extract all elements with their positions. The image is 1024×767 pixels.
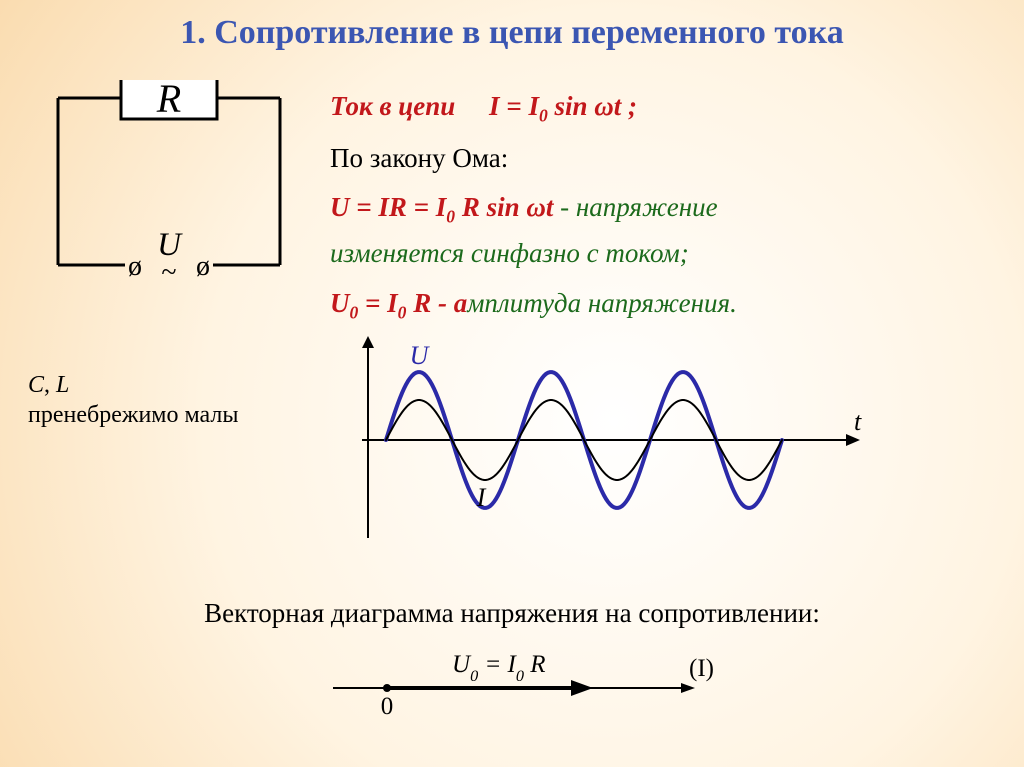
svg-text:t: t xyxy=(854,407,862,436)
l2: По закону Ома: xyxy=(330,143,508,173)
svg-text:U0 = I0 R: U0 = I0 R xyxy=(452,651,546,685)
page-title: 1. Сопротивление в цепи переменного тока xyxy=(0,14,1024,52)
l4: изменяется синфазно с током; xyxy=(330,238,689,268)
cl-note: C, L пренебрежимо малы xyxy=(28,370,238,430)
formula-block: Ток в цепи I = I0 sin ωt ; По закону Ома… xyxy=(330,86,970,328)
formula-line3: U = IR = I0 R sin ωt - напряжение xyxy=(330,187,970,231)
l1-tail: sin ωt ; xyxy=(548,91,637,121)
l5b: = I xyxy=(358,288,397,318)
l1-right: I = I xyxy=(489,91,539,121)
note-c: C xyxy=(28,372,44,398)
svg-text:~: ~ xyxy=(161,257,176,288)
svg-text:ø: ø xyxy=(128,251,142,282)
l1-sub: 0 xyxy=(539,105,548,125)
formula-line1: Ток в цепи I = I0 sin ωt ; xyxy=(330,86,970,130)
sine-graph: t U I xyxy=(340,330,870,555)
l5s1: 0 xyxy=(350,302,359,322)
graph-svg: t U I xyxy=(340,330,870,550)
svg-text:R: R xyxy=(156,80,181,121)
vector-svg: (I) 0 U0 = I0 R xyxy=(315,640,715,728)
l3c: - напряжение xyxy=(553,192,717,222)
l5c: R - а xyxy=(406,288,467,318)
svg-text:0: 0 xyxy=(381,693,394,720)
l5d: мплитуда напряжения. xyxy=(467,288,737,318)
circuit-diagram: RøøU~ xyxy=(44,80,294,300)
note-l: L xyxy=(56,372,69,398)
l3sub: 0 xyxy=(446,207,455,227)
l1-left: Ток в цепи xyxy=(330,91,455,121)
formula-line2: По закону Ома: xyxy=(330,138,970,180)
note-line2: пренебрежимо малы xyxy=(28,402,238,428)
svg-text:ø: ø xyxy=(196,251,210,282)
formula-line5: U0 = I0 R - амплитуда напряжения. xyxy=(330,283,970,327)
svg-text:(I): (I) xyxy=(689,655,714,682)
formula-line4: изменяется синфазно с током; xyxy=(330,233,970,275)
l5a: U xyxy=(330,288,350,318)
svg-text:U: U xyxy=(410,341,431,370)
l3a: U = IR = I xyxy=(330,192,446,222)
vector-diagram: (I) 0 U0 = I0 R xyxy=(315,640,715,733)
note-sep: , xyxy=(44,372,56,398)
circuit-svg: RøøU~ xyxy=(44,80,294,295)
vector-caption: Векторная диаграмма напряжения на сопрот… xyxy=(0,598,1024,629)
l3b: R sin ωt xyxy=(455,192,553,222)
svg-text:I: I xyxy=(476,483,487,512)
